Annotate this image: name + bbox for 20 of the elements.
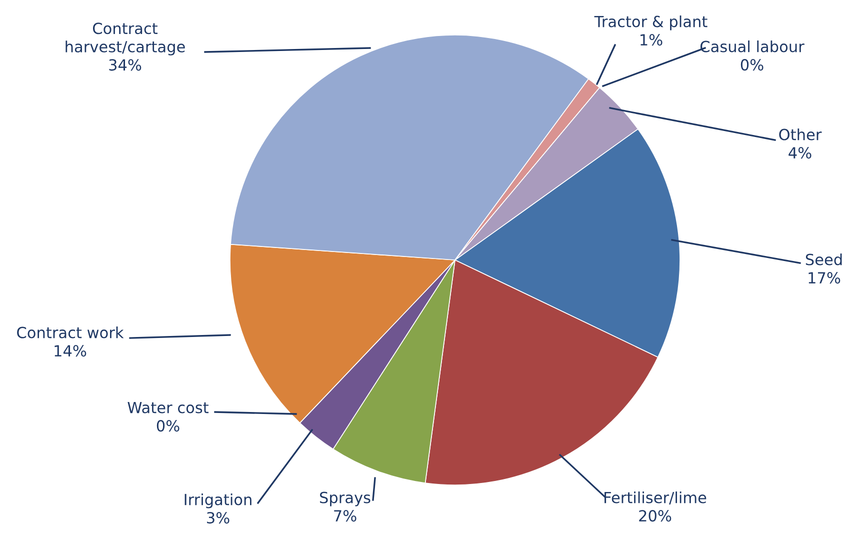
data-label: 20%: [639, 510, 672, 522]
text: 0%: [740, 59, 764, 71]
data-label: 4%: [788, 147, 812, 159]
category-label: Casual labour: [700, 40, 804, 52]
category-label: Water cost: [128, 402, 208, 414]
slice-label: Other: [779, 128, 822, 140]
slice-label: Sprays: [320, 492, 370, 506]
data-label: 14%: [54, 345, 86, 357]
slice-label: Contract harvest/cartage: [66, 22, 185, 56]
slice-label: Irrigation: [184, 493, 252, 508]
slice-label: Contract work: [17, 326, 124, 338]
text: 0%: [156, 420, 180, 432]
slice-label: Seed: [806, 253, 842, 266]
data-label: 34%: [109, 59, 142, 71]
data-label: 7%: [334, 510, 356, 522]
data-label: 1%: [640, 34, 662, 46]
slice-label: Fertiliser/lime: [604, 491, 706, 504]
data-label: 17%: [808, 272, 840, 284]
data-label: 3%: [207, 512, 230, 524]
slice-label: Tractor & plant: [594, 15, 708, 30]
